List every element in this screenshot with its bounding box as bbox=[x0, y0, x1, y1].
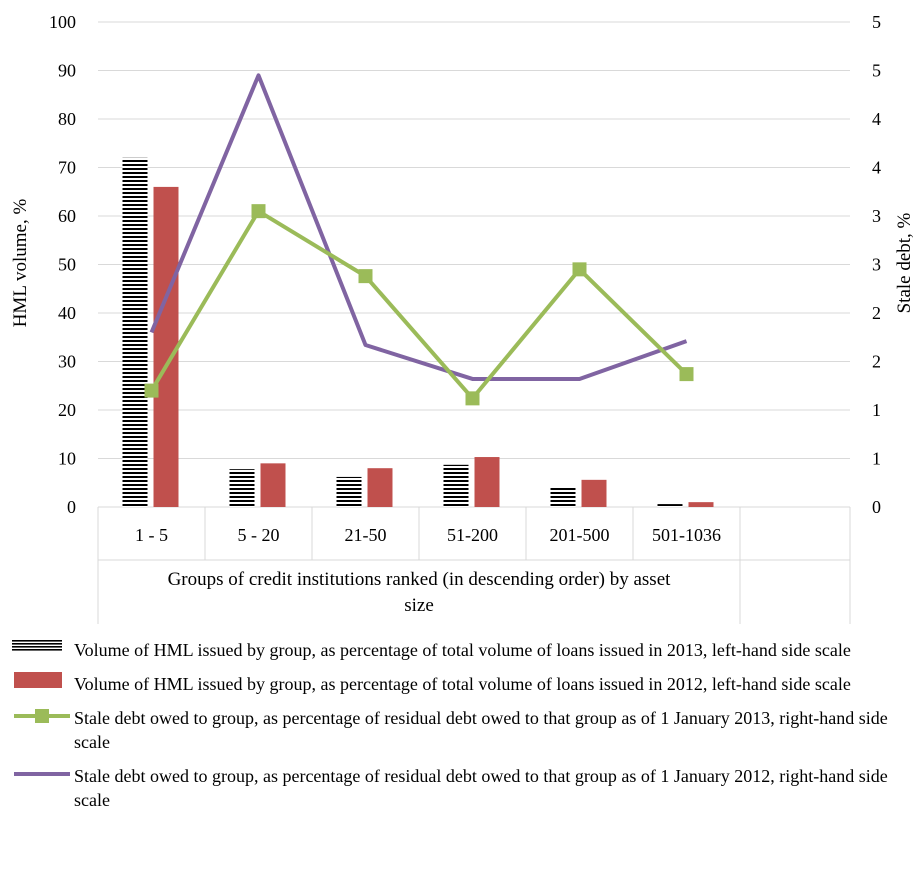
legend-item: Volume of HML issued by group, as percen… bbox=[12, 672, 917, 696]
category-label: 501-1036 bbox=[652, 525, 721, 545]
bar-2013 bbox=[443, 464, 469, 507]
left-tick-label: 80 bbox=[58, 109, 76, 129]
legend-label: Stale debt owed to group, as percentage … bbox=[74, 766, 888, 810]
bar-2012 bbox=[581, 479, 607, 507]
legend-swatch bbox=[14, 672, 62, 688]
line-2013 bbox=[149, 209, 688, 401]
left-tick-label: 10 bbox=[58, 449, 76, 469]
left-tick-label: 70 bbox=[58, 158, 76, 178]
right-tick-label: 5 bbox=[872, 12, 881, 32]
left-tick-label: 40 bbox=[58, 303, 76, 323]
right-tick-label: 2 bbox=[872, 303, 881, 323]
bar-2013 bbox=[229, 469, 255, 507]
left-tick-label: 0 bbox=[67, 497, 76, 517]
right-tick-label: 1 bbox=[872, 400, 881, 420]
right-tick-label: 3 bbox=[872, 206, 881, 226]
bar-2012 bbox=[153, 186, 179, 507]
marker-2013 bbox=[358, 269, 373, 284]
right-tick-label: 5 bbox=[872, 61, 881, 81]
bar-2012 bbox=[367, 468, 393, 507]
bar-2013 bbox=[336, 476, 362, 507]
category-label: 5 - 20 bbox=[238, 525, 280, 545]
chart: 0 10 20 30 40 50 60 70 80 90 100 0 1 1 2 2 3 3 4 4 5 5 1 - 5… bbox=[10, 12, 915, 624]
gridlines bbox=[98, 21, 850, 508]
marker-2013 bbox=[572, 262, 587, 277]
category-label: 51-200 bbox=[447, 525, 498, 545]
x-axis-title-line: Groups of credit institutions ranked (in… bbox=[168, 569, 672, 590]
legend-item: Volume of HML issued by group, as percen… bbox=[12, 638, 917, 662]
marker-2013 bbox=[679, 367, 694, 382]
bars bbox=[122, 157, 714, 508]
legend-swatch bbox=[14, 709, 70, 723]
left-axis-ticks: 0 10 20 30 40 50 60 70 80 90 100 bbox=[49, 12, 76, 517]
bar-2012 bbox=[260, 463, 286, 507]
right-tick-label: 4 bbox=[872, 109, 881, 129]
legend-label: Volume of HML issued by group, as percen… bbox=[74, 640, 851, 660]
y-axis-title-right: Stale debt, % bbox=[894, 212, 915, 313]
legend-label: Volume of HML issued by group, as percen… bbox=[74, 674, 851, 694]
marker-2013 bbox=[144, 383, 159, 398]
x-axis-title: Groups of credit institutions ranked (in… bbox=[168, 569, 672, 616]
left-tick-label: 50 bbox=[58, 255, 76, 275]
right-tick-label: 3 bbox=[872, 255, 881, 275]
category-label: 1 - 5 bbox=[135, 525, 168, 545]
x-axis-title-line: size bbox=[404, 595, 434, 616]
right-tick-label: 2 bbox=[872, 352, 881, 372]
category-label: 21-50 bbox=[345, 525, 387, 545]
left-tick-label: 100 bbox=[49, 12, 76, 32]
left-tick-label: 20 bbox=[58, 400, 76, 420]
left-tick-label: 30 bbox=[58, 352, 76, 372]
legend-item: Stale debt owed to group, as percentage … bbox=[12, 706, 917, 754]
legend-swatch bbox=[12, 640, 62, 651]
legend-swatch bbox=[14, 772, 70, 776]
legend-label: Stale debt owed to group, as percentage … bbox=[74, 708, 888, 752]
legend-item: Stale debt owed to group, as percentage … bbox=[12, 764, 917, 812]
marker-2013 bbox=[251, 204, 266, 219]
category-labels: 1 - 5 5 - 20 21-50 51-200 201-500 501-1036 bbox=[135, 525, 721, 545]
bar-2013 bbox=[122, 157, 148, 508]
y-axis-title-left: HML volume, % bbox=[10, 199, 31, 328]
left-tick-label: 60 bbox=[58, 206, 76, 226]
series-lines bbox=[144, 73, 694, 406]
line-2012 bbox=[149, 73, 688, 381]
legend: Volume of HML issued by group, as percen… bbox=[12, 638, 917, 822]
bar-2013 bbox=[550, 486, 576, 507]
right-tick-label: 1 bbox=[872, 449, 881, 469]
bar-2013 bbox=[657, 504, 683, 507]
marker-2013 bbox=[465, 391, 480, 406]
right-tick-label: 4 bbox=[872, 158, 881, 178]
right-axis-ticks: 0 1 1 2 2 3 3 4 4 5 5 bbox=[872, 12, 881, 517]
left-tick-label: 90 bbox=[58, 61, 76, 81]
category-label: 201-500 bbox=[550, 525, 610, 545]
right-tick-label: 0 bbox=[872, 497, 881, 517]
bar-2012 bbox=[688, 502, 714, 507]
bar-2012 bbox=[474, 457, 500, 507]
x-axis-frame bbox=[97, 507, 851, 624]
